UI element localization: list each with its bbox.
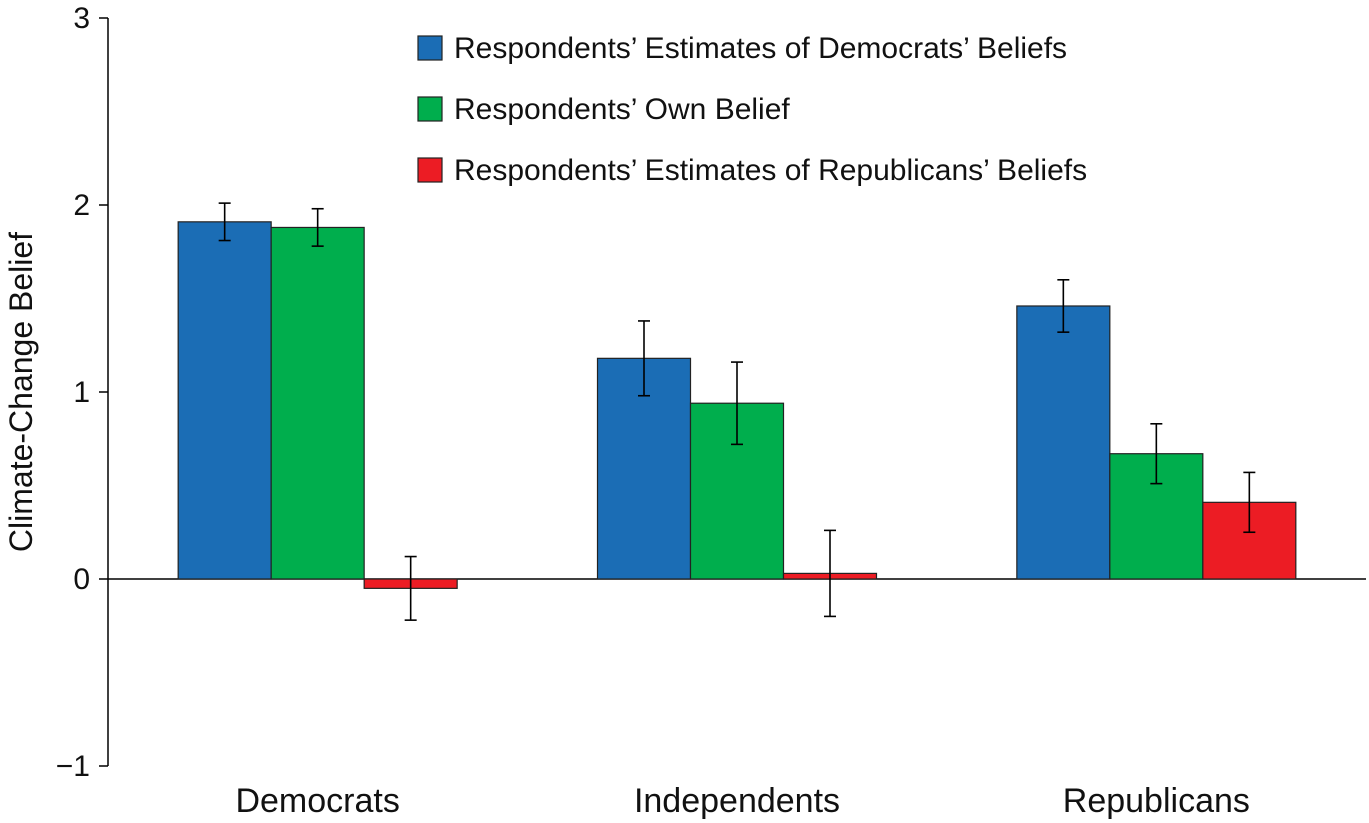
legend-label: Respondents’ Estimates of Democrats’ Bel…: [454, 32, 1067, 65]
legend-label: Respondents’ Estimates of Republicans’ B…: [454, 154, 1087, 187]
category-label: Republicans: [1063, 782, 1250, 820]
legend-label: Respondents’ Own Belief: [454, 93, 790, 126]
y-tick-label: −1: [56, 750, 90, 783]
y-tick-label: 0: [73, 563, 90, 596]
bar: [177, 221, 272, 580]
category-label: Democrats: [235, 782, 399, 820]
legend-swatch: [417, 35, 443, 61]
y-tick-label: 3: [73, 2, 90, 35]
y-tick-label: 2: [73, 189, 90, 222]
bar: [270, 226, 365, 580]
y-axis-title: Climate-Change Belief: [3, 232, 39, 552]
error-bars: [218, 202, 1256, 621]
legend: Respondents’ Estimates of Democrats’ Bel…: [417, 32, 1087, 187]
y-tick-label: 1: [73, 376, 90, 409]
legend-swatch: [417, 157, 443, 183]
category-label: Independents: [634, 782, 840, 820]
legend-swatch: [417, 96, 443, 122]
axes: 3 2 1 0 −1 Democrats Independents Republicans: [56, 2, 1366, 820]
bars: [177, 221, 1297, 589]
bar: [1016, 305, 1111, 580]
